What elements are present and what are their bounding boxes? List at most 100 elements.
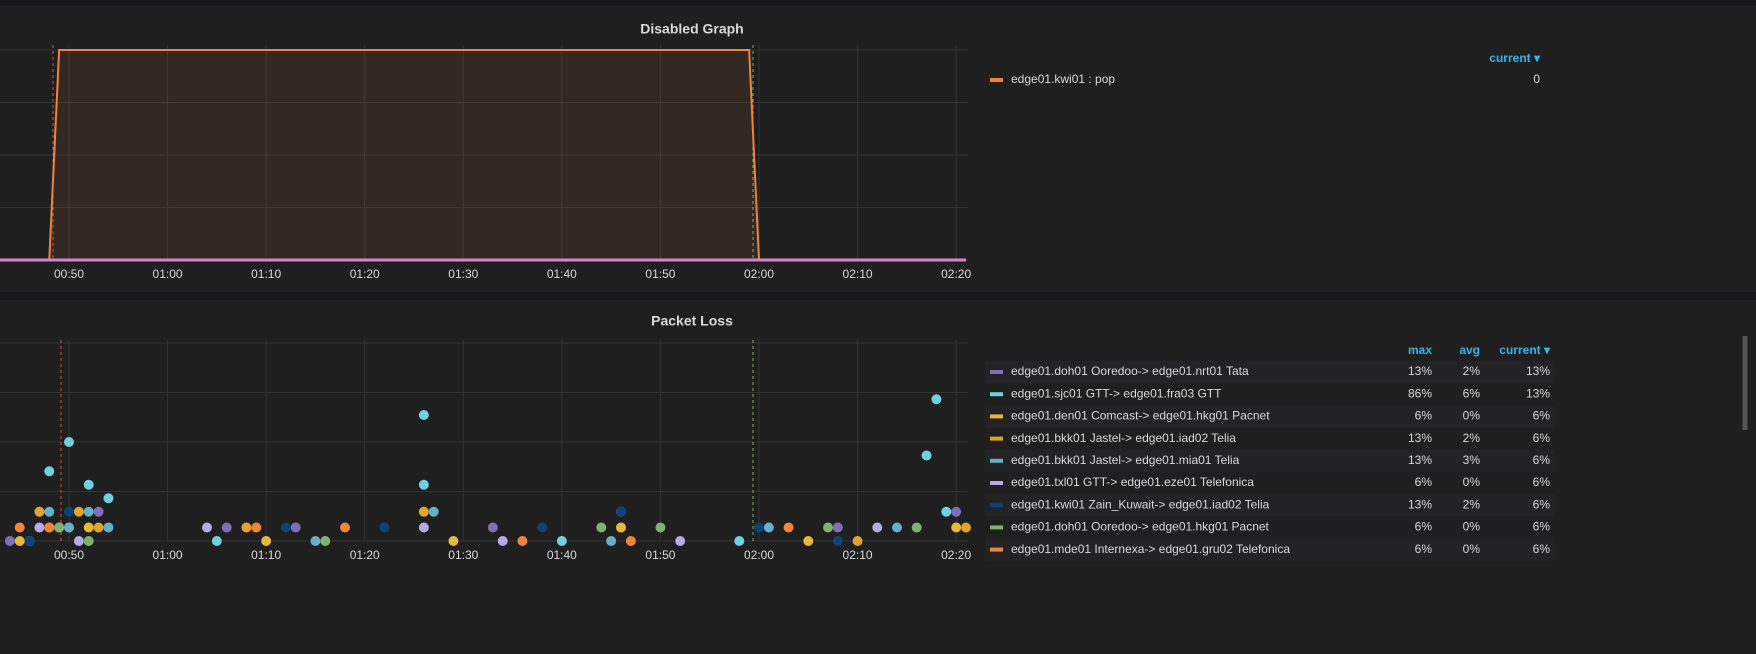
point — [251, 522, 262, 533]
x-tick-label: 01:20 — [350, 267, 380, 281]
legend-value: 2% — [1463, 497, 1481, 511]
legend-value: 6% — [1463, 386, 1481, 400]
legend-label: edge01.doh01 Ooredoo-> edge01.nrt01 Tata — [1011, 364, 1249, 378]
legend-label: edge01.txl01 GTT-> edge01.eze01 Telefoni… — [1011, 475, 1254, 489]
point — [931, 394, 942, 405]
point — [616, 506, 626, 517]
point — [428, 506, 439, 517]
legend-value: 6% — [1533, 453, 1551, 467]
point — [763, 522, 774, 533]
legend-value: 6% — [1533, 520, 1551, 534]
legend-header: current ▾ — [1489, 51, 1541, 65]
x-tick-label: 02:10 — [843, 267, 873, 281]
legend-value: 2% — [1463, 431, 1481, 445]
legend-value: 3% — [1463, 453, 1481, 467]
panel-title: Disabled Graph — [640, 21, 743, 37]
legend-value: 6% — [1533, 497, 1551, 511]
point — [14, 536, 25, 546]
point — [64, 522, 74, 533]
legend-value: 6% — [1415, 409, 1433, 423]
point — [221, 522, 232, 533]
point — [951, 506, 962, 517]
point — [832, 522, 843, 533]
x-tick-label: 00:50 — [54, 267, 84, 281]
legend-value: 0% — [1463, 542, 1481, 556]
point — [872, 522, 883, 533]
legend-value: 6% — [1533, 542, 1551, 556]
legend-label: edge01.bkk01 Jastel-> edge01.iad02 Telia — [1011, 431, 1236, 445]
legend-label: edge01.kwi01 : pop — [1011, 72, 1115, 86]
point — [340, 522, 350, 533]
point — [487, 522, 498, 533]
point — [892, 522, 902, 533]
x-tick-label: 01:40 — [547, 548, 577, 562]
point — [44, 522, 55, 533]
point — [83, 536, 94, 546]
point — [202, 522, 212, 533]
x-tick-label: 02:10 — [843, 548, 873, 562]
point — [64, 506, 74, 517]
legend-label: edge01.sjc01 GTT-> edge01.fra03 GTT — [1011, 386, 1222, 400]
legend-label: edge01.mde01 Internexa-> edge01.gru02 Te… — [1011, 542, 1290, 556]
legend-value: 6% — [1415, 475, 1433, 489]
point — [34, 506, 45, 517]
x-tick-label: 02:20 — [941, 548, 971, 562]
point — [803, 536, 814, 546]
point — [497, 536, 508, 546]
point — [241, 522, 252, 533]
point — [418, 410, 429, 420]
x-tick-label: 01:10 — [251, 548, 281, 562]
point — [655, 522, 666, 533]
legend-value: 13% — [1526, 386, 1550, 400]
point — [448, 536, 459, 546]
point — [783, 522, 794, 533]
point — [103, 493, 114, 504]
legend-value: 13% — [1408, 453, 1432, 467]
x-tick-label: 01:20 — [350, 548, 380, 562]
point — [921, 450, 932, 461]
x-tick-label: 01:00 — [153, 548, 183, 562]
point — [4, 536, 15, 546]
legend-label: edge01.bkk01 Jastel-> edge01.mia01 Telia — [1011, 453, 1240, 467]
point — [734, 536, 745, 546]
point — [625, 536, 636, 546]
point — [606, 536, 617, 546]
x-tick-label: 02:20 — [941, 267, 971, 281]
point — [418, 506, 429, 517]
point — [290, 522, 301, 533]
legend-row-bg — [985, 494, 1555, 517]
x-tick-label: 00:50 — [54, 548, 84, 562]
point — [310, 536, 321, 546]
point — [44, 506, 55, 517]
legend-header: max — [1408, 343, 1432, 357]
panel-disabled-graph: Disabled Graph 00:50 01:00 01:10 01:20 01:30 0… — [0, 21, 1541, 281]
legend-header: avg — [1459, 343, 1480, 357]
point — [83, 522, 94, 533]
x-tick-label: 02:00 — [744, 548, 774, 562]
legend-row-bg — [985, 449, 1555, 472]
legend-value: 6% — [1533, 431, 1551, 445]
x-tick-label: 02:00 — [744, 267, 774, 281]
legend-value: 0% — [1463, 475, 1481, 489]
point — [73, 536, 84, 546]
point — [418, 522, 429, 533]
legend-label: edge01.den01 Comcast-> edge01.hkg01 Pacn… — [1011, 409, 1270, 423]
point — [14, 522, 25, 533]
legend-value: 6% — [1415, 542, 1433, 556]
area — [9, 50, 967, 260]
legend-value: 6% — [1415, 520, 1433, 534]
point — [675, 536, 686, 546]
legend-value: 13% — [1408, 431, 1432, 445]
point — [418, 479, 429, 490]
point — [34, 522, 45, 533]
point — [103, 522, 114, 533]
point — [537, 522, 548, 533]
legend-row-bg — [985, 538, 1555, 561]
x-tick-label: 01:30 — [448, 267, 478, 281]
x-tick-label: 01:00 — [153, 267, 183, 281]
panel-title: Packet Loss — [651, 313, 733, 329]
point — [83, 506, 94, 517]
x-tick-label: 01:10 — [251, 267, 281, 281]
legend-value: 0% — [1463, 520, 1481, 534]
legend-value: 6% — [1533, 475, 1551, 489]
